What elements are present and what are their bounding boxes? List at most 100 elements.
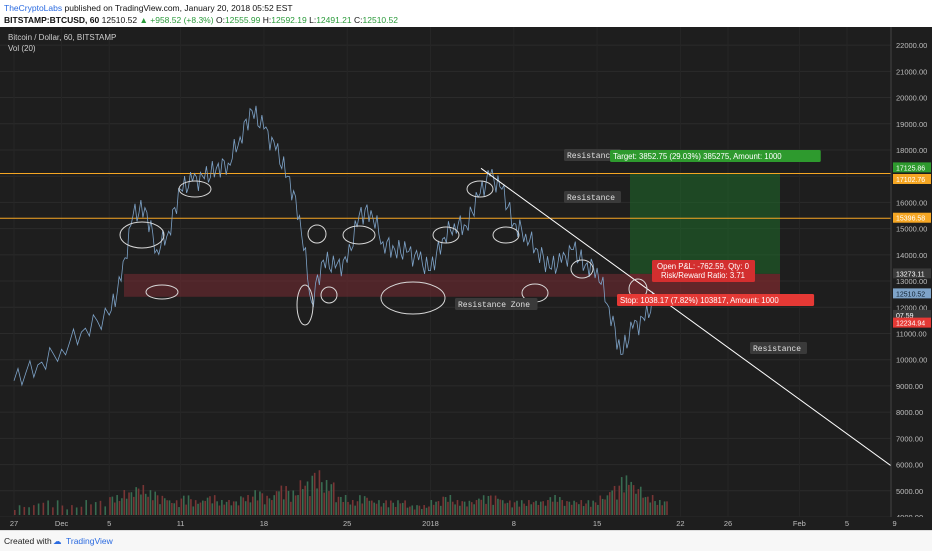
volume-bar <box>513 502 516 515</box>
price-axis-marker <box>893 317 931 328</box>
volume-bar <box>613 485 616 515</box>
volume-bar <box>561 500 563 515</box>
volume-bar <box>618 485 621 515</box>
volume-bar <box>261 493 264 515</box>
volume-bar <box>56 500 59 515</box>
volume-bar <box>632 485 635 515</box>
chart-header: TheCryptoLabs published on TradingView.c… <box>0 0 932 27</box>
tradingview-link[interactable]: TradingView <box>66 536 113 546</box>
price-line <box>13 105 657 387</box>
price-tick-label: 8000.00 <box>896 408 923 417</box>
volume-bar <box>532 502 535 515</box>
publish-line: TheCryptoLabs published on TradingView.c… <box>4 3 293 13</box>
volume-bar <box>187 495 190 515</box>
volume-bar <box>466 506 468 515</box>
risk-reward-label: Risk/Reward Ratio: 3.71 <box>661 271 745 280</box>
volume-bar <box>254 490 256 515</box>
volume-bar <box>463 501 466 515</box>
volume-bar <box>547 500 549 515</box>
open-label: O: <box>215 15 225 25</box>
price-tick-label: 20000.00 <box>896 94 927 103</box>
volume-bar <box>159 504 161 515</box>
volume-bar <box>649 502 652 515</box>
volume-bar <box>354 505 356 515</box>
volume-bar <box>490 495 492 515</box>
volume-bar <box>330 484 333 515</box>
volume-bar <box>535 500 537 515</box>
volume-bar <box>432 504 435 515</box>
volume-bar <box>580 500 583 515</box>
volume-bar <box>371 500 373 515</box>
volume-bar <box>202 500 204 515</box>
volume-bar <box>109 497 111 515</box>
publisher-link[interactable]: TheCryptoLabs <box>4 3 63 13</box>
volume-bar <box>37 503 40 515</box>
high-value: 12592.19 <box>271 15 307 25</box>
volume-bar <box>420 509 423 515</box>
resistance-label-bg <box>564 191 621 203</box>
footer: Created with ☁ TradingView <box>0 530 932 551</box>
highlight-ellipse <box>492 226 520 244</box>
volume-bar <box>223 504 226 515</box>
volume-bar <box>321 482 323 515</box>
volume-bar <box>375 503 378 515</box>
volume-bar <box>206 497 209 515</box>
volume-bar <box>328 491 330 515</box>
volume-bar <box>497 498 499 515</box>
volume-bar <box>499 499 502 515</box>
volume-bar <box>504 503 506 515</box>
volume-bar <box>271 500 273 515</box>
resistance-label-bg <box>564 149 621 161</box>
volume-bar <box>637 489 640 515</box>
volume-bar <box>570 504 573 515</box>
chart-area[interactable]: Resistance Resistance Resistance Resistance… <box>0 27 932 530</box>
change-up-icon: ▲ <box>139 15 148 25</box>
price-axis-marker-label: 07.59 <box>896 313 914 320</box>
volume-bar <box>430 500 433 515</box>
volume-bar <box>192 506 195 515</box>
volume-bar <box>609 492 611 515</box>
volume-bar <box>137 488 140 515</box>
volume-bar <box>663 501 666 515</box>
volume-bar <box>461 501 464 515</box>
volume-bar <box>589 506 592 515</box>
volume-bar <box>247 495 249 515</box>
volume-bar <box>235 501 237 515</box>
volume-bar <box>387 507 390 515</box>
volume-bar <box>654 501 656 515</box>
price-axis-marker <box>893 162 931 173</box>
volume-bar <box>480 499 483 515</box>
volume-bar <box>573 500 575 515</box>
volume-bar <box>478 498 480 515</box>
volume-bar <box>335 502 337 515</box>
resistance-label: Resistance <box>567 152 615 161</box>
price-tick-label: 18000.00 <box>896 146 927 155</box>
price-chart[interactable]: Resistance Resistance Resistance Resistance… <box>0 27 932 530</box>
volume-bar <box>185 504 187 515</box>
volume-bar <box>470 502 473 515</box>
volume-bar <box>294 495 297 515</box>
volume-bar <box>301 489 304 515</box>
volume-bar <box>625 475 628 515</box>
volume-bar <box>628 484 630 515</box>
volume-bar <box>454 504 456 515</box>
volume-bar <box>256 500 259 515</box>
volume-bar <box>380 506 383 515</box>
volume-bar <box>366 497 368 515</box>
volume-bar <box>190 499 192 515</box>
descending-trendline[interactable] <box>480 167 894 468</box>
price-axis-marker-label: 12234.94 <box>896 321 925 328</box>
volume-bar <box>556 501 559 515</box>
highlight-ellipse <box>320 286 338 304</box>
volume-bar <box>318 470 321 515</box>
volume-bar <box>428 506 430 515</box>
volume-bar <box>287 490 290 515</box>
volume-bar <box>104 506 107 515</box>
volume-bar <box>90 504 92 515</box>
price-tick-label: 6000.00 <box>896 461 923 470</box>
volume-bar <box>304 485 306 515</box>
highlight-ellipse <box>119 221 165 249</box>
volume-bar <box>659 500 661 515</box>
volume-bar <box>252 496 254 515</box>
price-axis[interactable] <box>891 27 932 530</box>
